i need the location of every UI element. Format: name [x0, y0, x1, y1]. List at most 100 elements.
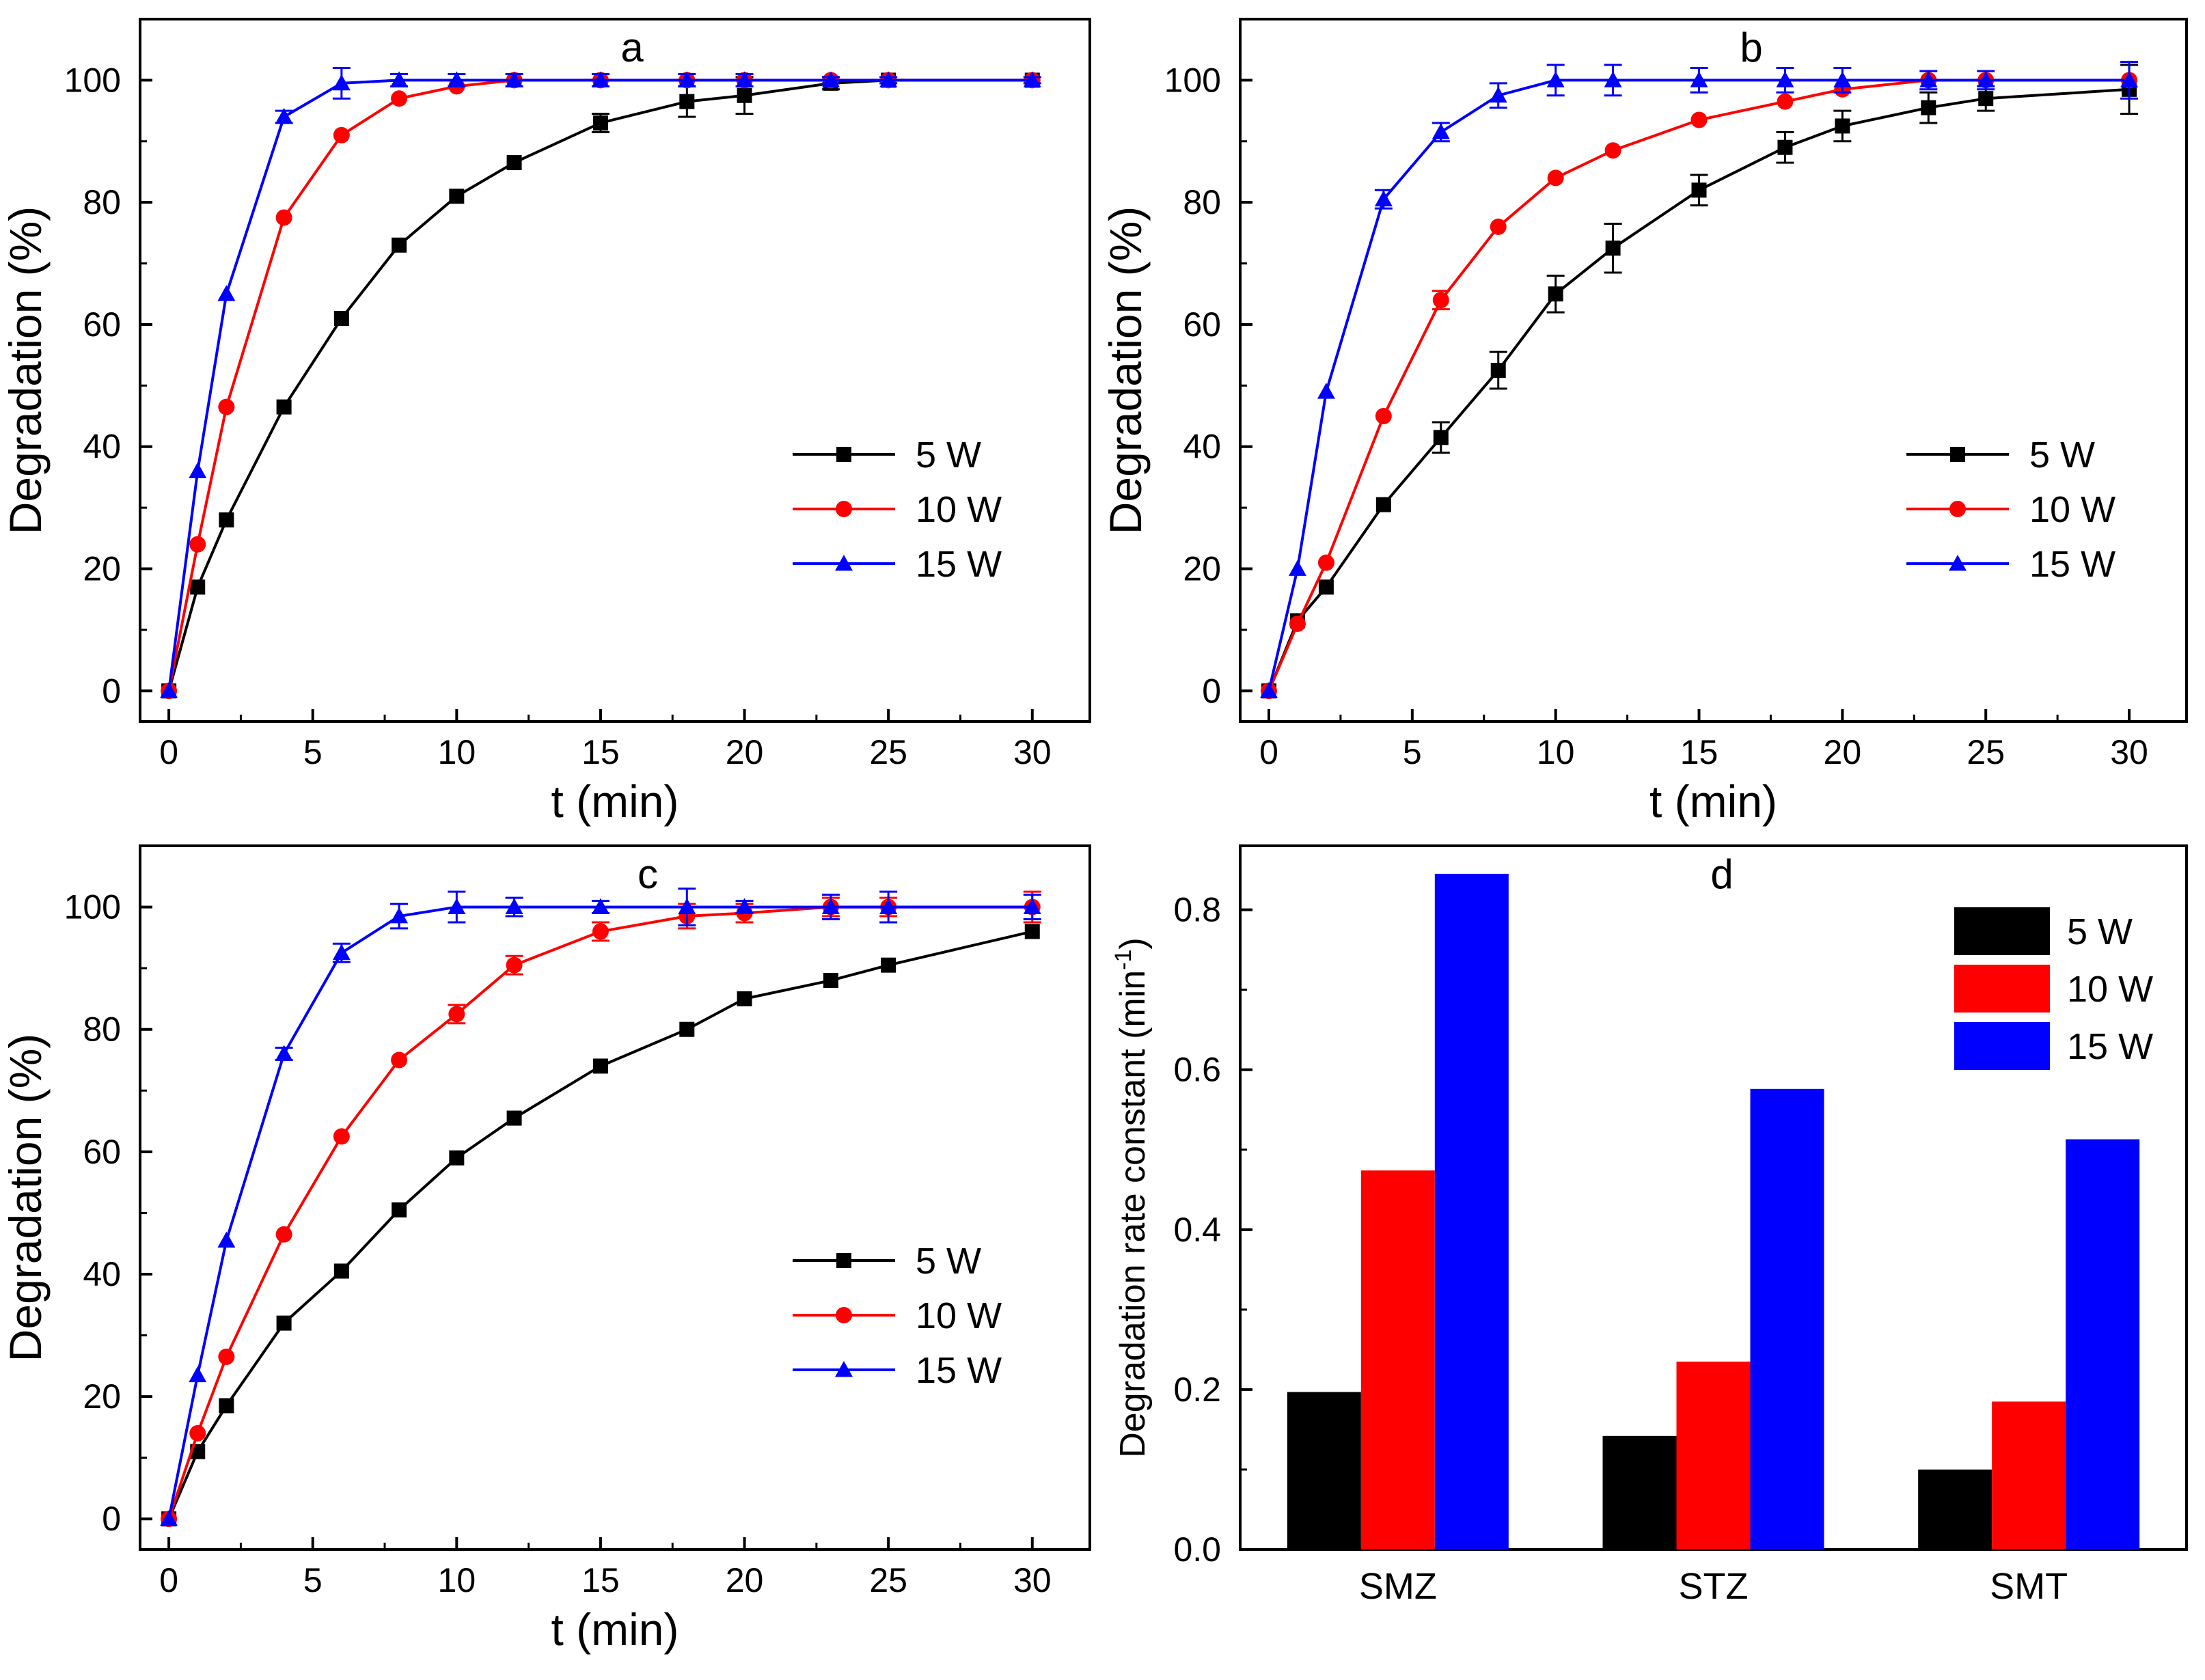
data-point	[390, 907, 409, 924]
x-tick-label: 0	[159, 733, 178, 771]
data-point	[1921, 100, 1936, 115]
x-axis-label: t (min)	[1649, 776, 1777, 827]
y-tick-label: 20	[1183, 550, 1221, 588]
data-point	[1604, 142, 1621, 159]
y-tick-label: 0	[102, 672, 121, 710]
data-point	[392, 237, 407, 253]
chart-panel-d: 0.0 0.2 0.4 0.6 0.8 SMZ STZ SMT Degradation rate…	[1110, 844, 2188, 1607]
x-axis-label: t (min)	[551, 776, 679, 827]
x-axis-label: t (min)	[551, 1604, 679, 1655]
data-point	[737, 991, 752, 1006]
category-label: SMZ	[1359, 1566, 1437, 1607]
series-5w	[1261, 64, 2139, 699]
x-tick-label: 25	[869, 733, 907, 771]
data-point	[391, 90, 408, 107]
data-point	[821, 71, 840, 87]
bar-stz-5w	[1602, 1435, 1677, 1550]
panel-label: b	[1740, 25, 1762, 70]
legend-marker	[836, 501, 852, 517]
panel-label: a	[620, 25, 644, 70]
data-point	[448, 898, 466, 914]
data-point	[1776, 71, 1794, 87]
legend-label: 10 W	[916, 489, 1002, 530]
bar-smt-15w	[2066, 1139, 2140, 1550]
data-point	[678, 71, 696, 87]
category-label: STZ	[1679, 1566, 1749, 1607]
y-tick-label: 0.4	[1173, 1211, 1221, 1249]
data-point	[217, 1231, 236, 1248]
data-point	[448, 71, 466, 87]
data-point	[1777, 139, 1793, 155]
y-tick-label: 100	[64, 888, 121, 926]
bar-smt-10w	[1992, 1401, 2066, 1550]
data-point	[1919, 71, 1938, 87]
y-tick-label: 0	[1202, 672, 1221, 710]
y-tick-label: 40	[83, 428, 121, 466]
data-point	[1317, 383, 1335, 399]
data-point	[333, 311, 349, 327]
data-point	[1546, 71, 1565, 87]
category-label: SMT	[1990, 1566, 2068, 1607]
plot-frame	[139, 844, 1091, 1551]
data-point	[1318, 579, 1334, 595]
data-point	[1023, 898, 1041, 914]
legend-label: 15 W	[916, 544, 1002, 585]
x-tick-label: 10	[438, 733, 476, 771]
data-point	[735, 71, 754, 87]
chart-panel-a: 0 5 10 15 20 25 30 0 20 40 60 80 100 t (min) Degradati…	[0, 18, 1091, 827]
data-point	[1977, 71, 1995, 87]
data-point	[1489, 86, 1507, 103]
y-tick-label: 0.8	[1173, 891, 1221, 929]
data-point	[275, 108, 293, 124]
data-point	[1288, 560, 1306, 576]
data-point	[391, 1051, 408, 1069]
data-point	[1691, 182, 1707, 198]
data-point	[592, 923, 609, 940]
y-tick-label: 40	[83, 1255, 121, 1293]
y-tick-label: 100	[64, 61, 121, 99]
data-point	[591, 71, 610, 87]
data-point	[1978, 91, 1994, 107]
data-point	[1433, 430, 1449, 445]
y-axis-label: Degradation (%)	[0, 206, 51, 535]
data-point	[160, 1510, 178, 1526]
data-point	[506, 155, 522, 171]
x-tick-label: 25	[869, 1561, 907, 1599]
data-point	[275, 1045, 293, 1061]
data-point	[1777, 93, 1794, 110]
series-line	[1268, 79, 2130, 692]
x-tick-label: 0	[159, 1561, 178, 1599]
x-tick-label: 5	[1403, 733, 1422, 771]
y-tick-label: 60	[1183, 305, 1221, 344]
legend-label: 10 W	[2067, 969, 2153, 1010]
x-tick-label: 10	[438, 1561, 476, 1599]
data-point	[1548, 286, 1563, 302]
y-tick-label: 40	[1183, 428, 1221, 466]
legend-marker	[835, 1361, 853, 1377]
data-point	[1690, 111, 1708, 128]
panel-label: c	[638, 851, 658, 897]
chart-panel-c: 0 5 10 15 20 25 30 0 20 40 60 80 100 t (min) Degradati…	[0, 844, 1091, 1655]
data-point	[219, 1398, 234, 1414]
legend-label: 15 W	[916, 1350, 1002, 1391]
legend-label: 15 W	[2029, 544, 2115, 585]
data-point	[333, 1263, 349, 1279]
data-point	[679, 1021, 695, 1037]
y-tick-label: 20	[83, 550, 121, 588]
x-tick-label: 5	[303, 733, 323, 771]
data-point	[160, 682, 178, 698]
data-point	[1490, 218, 1507, 235]
data-point	[276, 399, 292, 415]
data-point	[1317, 554, 1334, 571]
x-tick-label: 15	[581, 733, 620, 771]
legend-marker	[836, 1307, 852, 1323]
data-point	[1833, 71, 1852, 87]
series-line	[167, 79, 1032, 691]
bar-stz-10w	[1676, 1361, 1751, 1550]
data-point	[505, 71, 523, 87]
y-tick-label: 0.2	[1173, 1371, 1221, 1409]
data-point	[879, 71, 898, 87]
data-point	[449, 1150, 465, 1166]
chart-panel-b: 0 5 10 15 20 25 30 0 20 40 60 80 100 t (min) Degradati…	[1100, 18, 2188, 827]
